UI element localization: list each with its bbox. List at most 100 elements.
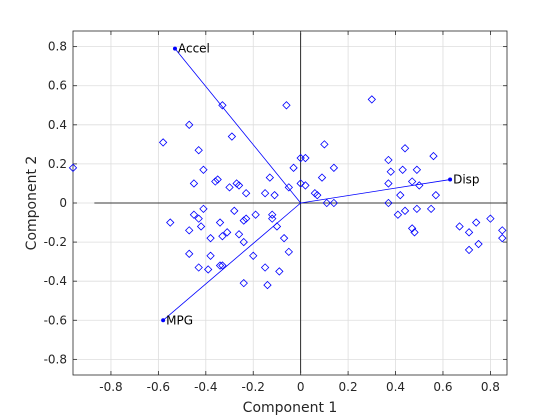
data-point — [415, 181, 424, 190]
data-point — [260, 189, 270, 198]
vector-label-mpg: MPG — [166, 313, 193, 327]
data-point — [189, 179, 199, 188]
data-point — [230, 206, 239, 215]
x-tick-label: 0.4 — [386, 380, 405, 394]
data-point — [367, 95, 376, 104]
x-tick-label: -0.2 — [242, 380, 265, 394]
data-point — [272, 222, 282, 231]
data-point — [426, 204, 436, 214]
vector-label-disp: Disp — [453, 173, 479, 187]
vector-line-mpg — [162, 202, 301, 321]
data-point — [407, 224, 417, 233]
y-tick-label: -0.4 — [44, 274, 67, 288]
data-point — [317, 173, 327, 182]
score-points — [68, 95, 507, 290]
data-point — [234, 181, 244, 190]
data-point — [260, 263, 270, 272]
x-tick-label: 0.2 — [339, 380, 358, 394]
data-point — [218, 261, 227, 270]
data-point — [284, 247, 293, 257]
data-point — [498, 226, 507, 235]
data-point — [185, 120, 194, 129]
data-point — [407, 177, 417, 186]
data-point — [206, 251, 215, 260]
data-point — [239, 237, 248, 247]
data-point — [268, 214, 277, 223]
data-point — [279, 234, 289, 243]
data-point — [393, 210, 403, 219]
data-point — [282, 101, 291, 110]
y-tick-label: -0.6 — [44, 313, 67, 327]
data-point — [284, 183, 293, 192]
data-point — [199, 204, 208, 214]
data-point — [301, 181, 310, 190]
data-point — [398, 165, 407, 174]
data-point — [225, 183, 234, 192]
data-point — [486, 214, 495, 223]
y-tick-label: 0.4 — [48, 118, 67, 132]
data-point — [194, 146, 203, 155]
data-point — [412, 165, 422, 174]
data-point — [412, 204, 422, 214]
data-point — [400, 144, 410, 153]
data-point — [218, 232, 227, 241]
y-tick-label: -0.8 — [44, 352, 67, 366]
x-tick-label: -0.4 — [194, 380, 217, 394]
data-point — [222, 228, 232, 237]
data-point — [68, 163, 78, 172]
data-point — [429, 151, 438, 161]
y-axis-title: Component 2 — [24, 156, 40, 251]
data-point — [204, 265, 213, 274]
y-tick-label: 0.8 — [48, 40, 67, 54]
data-point — [194, 263, 203, 272]
vector-tip-mpg — [161, 318, 166, 323]
x-tick-labels: -0.8 -0.6 -0.4 -0.2 0 0.2 0.4 0.6 0.8 — [99, 380, 500, 394]
data-point — [464, 245, 474, 255]
data-point — [384, 179, 393, 188]
data-point — [386, 167, 395, 176]
data-point — [196, 222, 206, 231]
data-point — [474, 239, 483, 249]
data-point — [384, 155, 393, 165]
x-tick-label: 0.6 — [433, 380, 452, 394]
data-point — [270, 191, 279, 200]
data-point — [322, 198, 331, 208]
x-tick-label: 0.8 — [481, 380, 500, 394]
data-point — [199, 165, 208, 174]
data-point — [498, 234, 507, 243]
y-tick-label: -0.2 — [44, 235, 67, 249]
data-point — [396, 191, 405, 200]
data-point — [268, 210, 277, 219]
x-tick-label: -0.6 — [147, 380, 170, 394]
vector-label-accel: Accel — [178, 42, 210, 56]
data-point — [215, 261, 225, 270]
data-point — [211, 177, 220, 186]
data-point — [313, 191, 322, 200]
data-point — [301, 153, 310, 163]
data-point — [189, 210, 199, 219]
data-point — [218, 101, 227, 110]
data-point — [410, 228, 419, 237]
y-tick-label: 0 — [59, 196, 67, 210]
data-point — [329, 198, 339, 208]
y-tick-label: 0.6 — [48, 79, 67, 93]
data-point — [227, 132, 237, 141]
data-point — [329, 163, 339, 172]
data-point — [400, 206, 410, 215]
data-point — [215, 218, 225, 227]
data-point — [241, 189, 251, 198]
data-point — [166, 218, 175, 227]
vector-line-disp — [300, 179, 451, 204]
data-point — [251, 210, 260, 219]
data-point — [296, 179, 305, 188]
data-point — [158, 138, 168, 147]
data-point — [265, 173, 275, 182]
data-point — [185, 226, 194, 235]
tick-marks — [73, 31, 507, 375]
data-point — [275, 267, 284, 276]
loading-vectors: Accel Disp MPG — [161, 42, 480, 327]
data-point — [239, 216, 248, 225]
data-point — [185, 249, 194, 258]
vector-line-accel — [174, 48, 301, 204]
